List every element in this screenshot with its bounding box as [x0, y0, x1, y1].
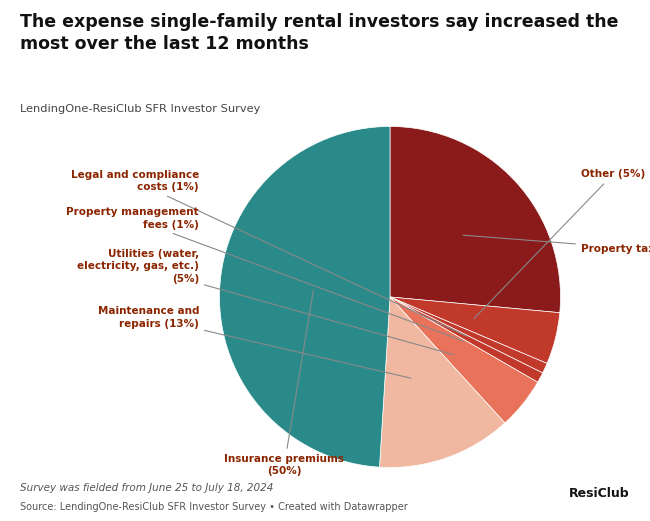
Text: Legal and compliance
costs (1%): Legal and compliance costs (1%): [71, 170, 467, 336]
Text: The expense single-family rental investors say increased the
most over the last : The expense single-family rental investo…: [20, 13, 618, 53]
Text: Property taxes (27%): Property taxes (27%): [463, 235, 650, 254]
Wedge shape: [390, 297, 538, 423]
Wedge shape: [390, 297, 560, 364]
Text: LendingOne-ResiClub SFR Investor Survey: LendingOne-ResiClub SFR Investor Survey: [20, 104, 260, 114]
Text: ResiClub: ResiClub: [569, 487, 629, 500]
Text: Survey was fielded from June 25 to July 18, 2024: Survey was fielded from June 25 to July …: [20, 483, 273, 493]
Text: Source: LendingOne-ResiClub SFR Investor Survey • Created with Datawrapper: Source: LendingOne-ResiClub SFR Investor…: [20, 502, 408, 512]
Text: Other (5%): Other (5%): [474, 169, 645, 319]
Wedge shape: [390, 127, 560, 313]
Text: Property management
fees (1%): Property management fees (1%): [66, 207, 463, 341]
Text: Maintenance and
repairs (13%): Maintenance and repairs (13%): [98, 306, 411, 378]
Text: Utilities (water,
electricity, gas, etc.)
(5%): Utilities (water, electricity, gas, etc.…: [77, 249, 454, 355]
Wedge shape: [220, 127, 390, 467]
Wedge shape: [390, 297, 547, 373]
Wedge shape: [390, 297, 543, 382]
Wedge shape: [380, 297, 505, 467]
Text: Insurance premiums
(50%): Insurance premiums (50%): [224, 290, 344, 476]
